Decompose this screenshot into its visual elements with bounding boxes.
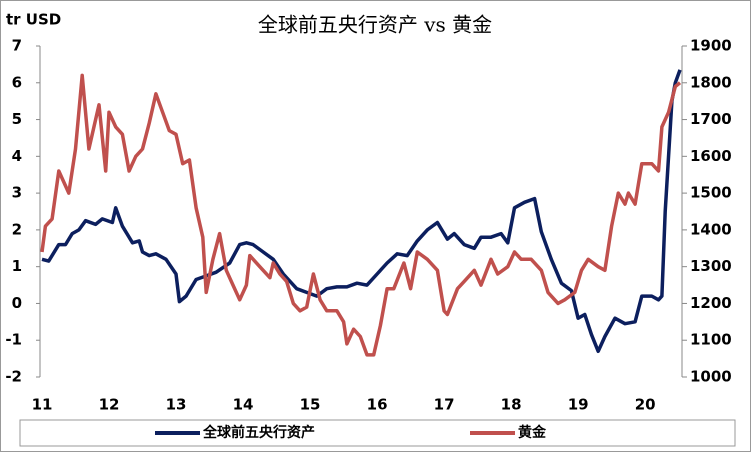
y2-tick-label: 1400 [690,220,732,238]
y2-tick-label: 1100 [690,331,732,349]
x-tick-label: 12 [99,396,120,414]
y2-tick-label: 1700 [690,110,732,128]
x-tick-label: 18 [501,396,522,414]
y-tick-label: 4 [12,147,22,165]
legend-box [19,419,736,447]
y2-tick-label: 1300 [690,257,732,275]
y-tick-label: -1 [5,331,22,349]
y-tick-label: 3 [12,184,22,202]
y-tick-label: -2 [5,368,22,386]
x-tick-label: 11 [32,396,53,414]
y2-tick-label: 1200 [690,294,732,312]
x-tick-label: 16 [367,396,388,414]
y2-tick-label: 1500 [690,184,732,202]
chart-title: 全球前五央行资产 vs 黄金 [258,13,492,37]
y2-tick-label: 1800 [690,73,732,91]
y2-tick-label: 1600 [690,147,732,165]
x-tick-label: 15 [300,396,321,414]
y-tick-label: 5 [12,110,22,128]
x-tick-label: 17 [434,396,455,414]
series-line [40,73,682,357]
y-tick-label: 2 [12,220,22,238]
y-tick-label: 7 [12,37,22,55]
x-tick-label: 14 [233,396,254,414]
x-tick-label: 20 [635,396,656,414]
x-tick-label: 13 [166,396,187,414]
y2-tick-label: 1000 [690,368,732,386]
y2-tick-label: 1900 [690,37,732,55]
y-tick-label: 1 [12,257,22,275]
y-tick-label: 0 [12,294,22,312]
y-tick-label: 6 [12,73,22,91]
legend-label: 全球前五央行资产 [202,424,315,441]
x-tick-label: 19 [568,396,589,414]
legend-label: 黄金 [518,424,547,441]
y-axis-label: tr USD [6,11,61,29]
series-line [41,69,682,354]
